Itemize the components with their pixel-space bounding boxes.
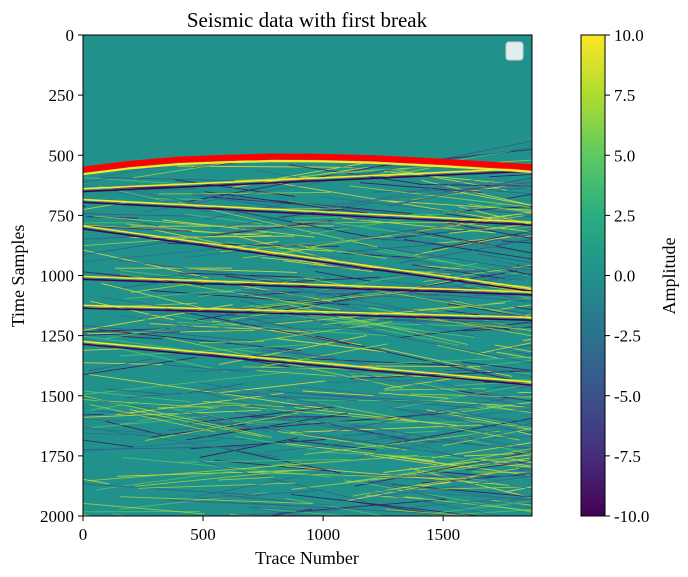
legend-box[interactable] — [505, 41, 524, 61]
y-tick-label: 250 — [49, 86, 75, 105]
coherent-events — [83, 159, 532, 386]
y-axis-ticks: 0 250 500 750 1000 1250 1500 1750 2000 — [40, 26, 83, 526]
coherent-event-negative — [83, 343, 532, 386]
coherent-event-negative — [83, 228, 532, 293]
coherent-event-negative — [83, 201, 532, 226]
coherent-event-positive — [83, 225, 532, 290]
chart-title: Seismic data with first break — [187, 8, 428, 32]
x-tick-label: 0 — [79, 525, 88, 544]
x-axis-label: Trace Number — [255, 548, 359, 568]
colorbar: 10.0 7.5 5.0 2.5 0.0 -2.5 -5.0 -7.5 -10.0 Amplit… — [580, 26, 679, 526]
coherent-event-positive — [83, 198, 532, 224]
colorbar-tick-label: 2.5 — [614, 206, 635, 225]
y-tick-label: 1250 — [40, 327, 74, 346]
colorbar-tick-label: -2.5 — [614, 327, 641, 346]
x-tick-label: 500 — [190, 525, 216, 544]
colorbar-label: Amplitude — [659, 237, 679, 314]
colorbar-tick-label: 5.0 — [614, 146, 635, 165]
colorbar-tick-label: -7.5 — [614, 447, 641, 466]
y-tick-label: 2000 — [40, 507, 74, 526]
x-tick-label: 1500 — [426, 525, 460, 544]
plot-area — [82, 34, 533, 517]
x-axis-ticks: 0 500 1000 1500 — [79, 516, 460, 544]
colorbar-ticks: 10.0 7.5 5.0 2.5 0.0 -2.5 -5.0 -7.5 -10.0 — [605, 26, 649, 526]
first-arrival-band — [83, 159, 532, 176]
coherent-event-positive — [83, 304, 532, 319]
coherent-event-positive — [83, 167, 532, 190]
y-axis-label: Time Samples — [8, 225, 28, 328]
coherent-event-positive — [83, 340, 532, 384]
colorbar-tick-label: 10.0 — [614, 26, 644, 45]
coherent-event-positive — [83, 275, 532, 293]
y-tick-label: 1500 — [40, 387, 74, 406]
colorbar-tick-label: 7.5 — [614, 86, 635, 105]
coherent-event-negative — [83, 278, 532, 296]
y-tick-label: 750 — [49, 206, 75, 225]
colorbar-tick-label: -5.0 — [614, 387, 641, 406]
seismic-wavefield — [83, 140, 532, 516]
colorbar-tick-label: 0.0 — [614, 267, 635, 286]
coherent-event-negative — [83, 170, 532, 193]
colorbar-gradient — [580, 34, 606, 517]
colorbar-tick-label: -10.0 — [614, 507, 649, 526]
seismic-reflection — [83, 140, 532, 516]
y-tick-label: 0 — [66, 26, 75, 45]
y-tick-label: 1000 — [40, 267, 74, 286]
x-tick-label: 1000 — [306, 525, 340, 544]
y-tick-label: 500 — [49, 146, 75, 165]
first-break-line — [83, 153, 532, 173]
coherent-event-negative — [83, 307, 532, 321]
y-tick-label: 1750 — [40, 447, 74, 466]
